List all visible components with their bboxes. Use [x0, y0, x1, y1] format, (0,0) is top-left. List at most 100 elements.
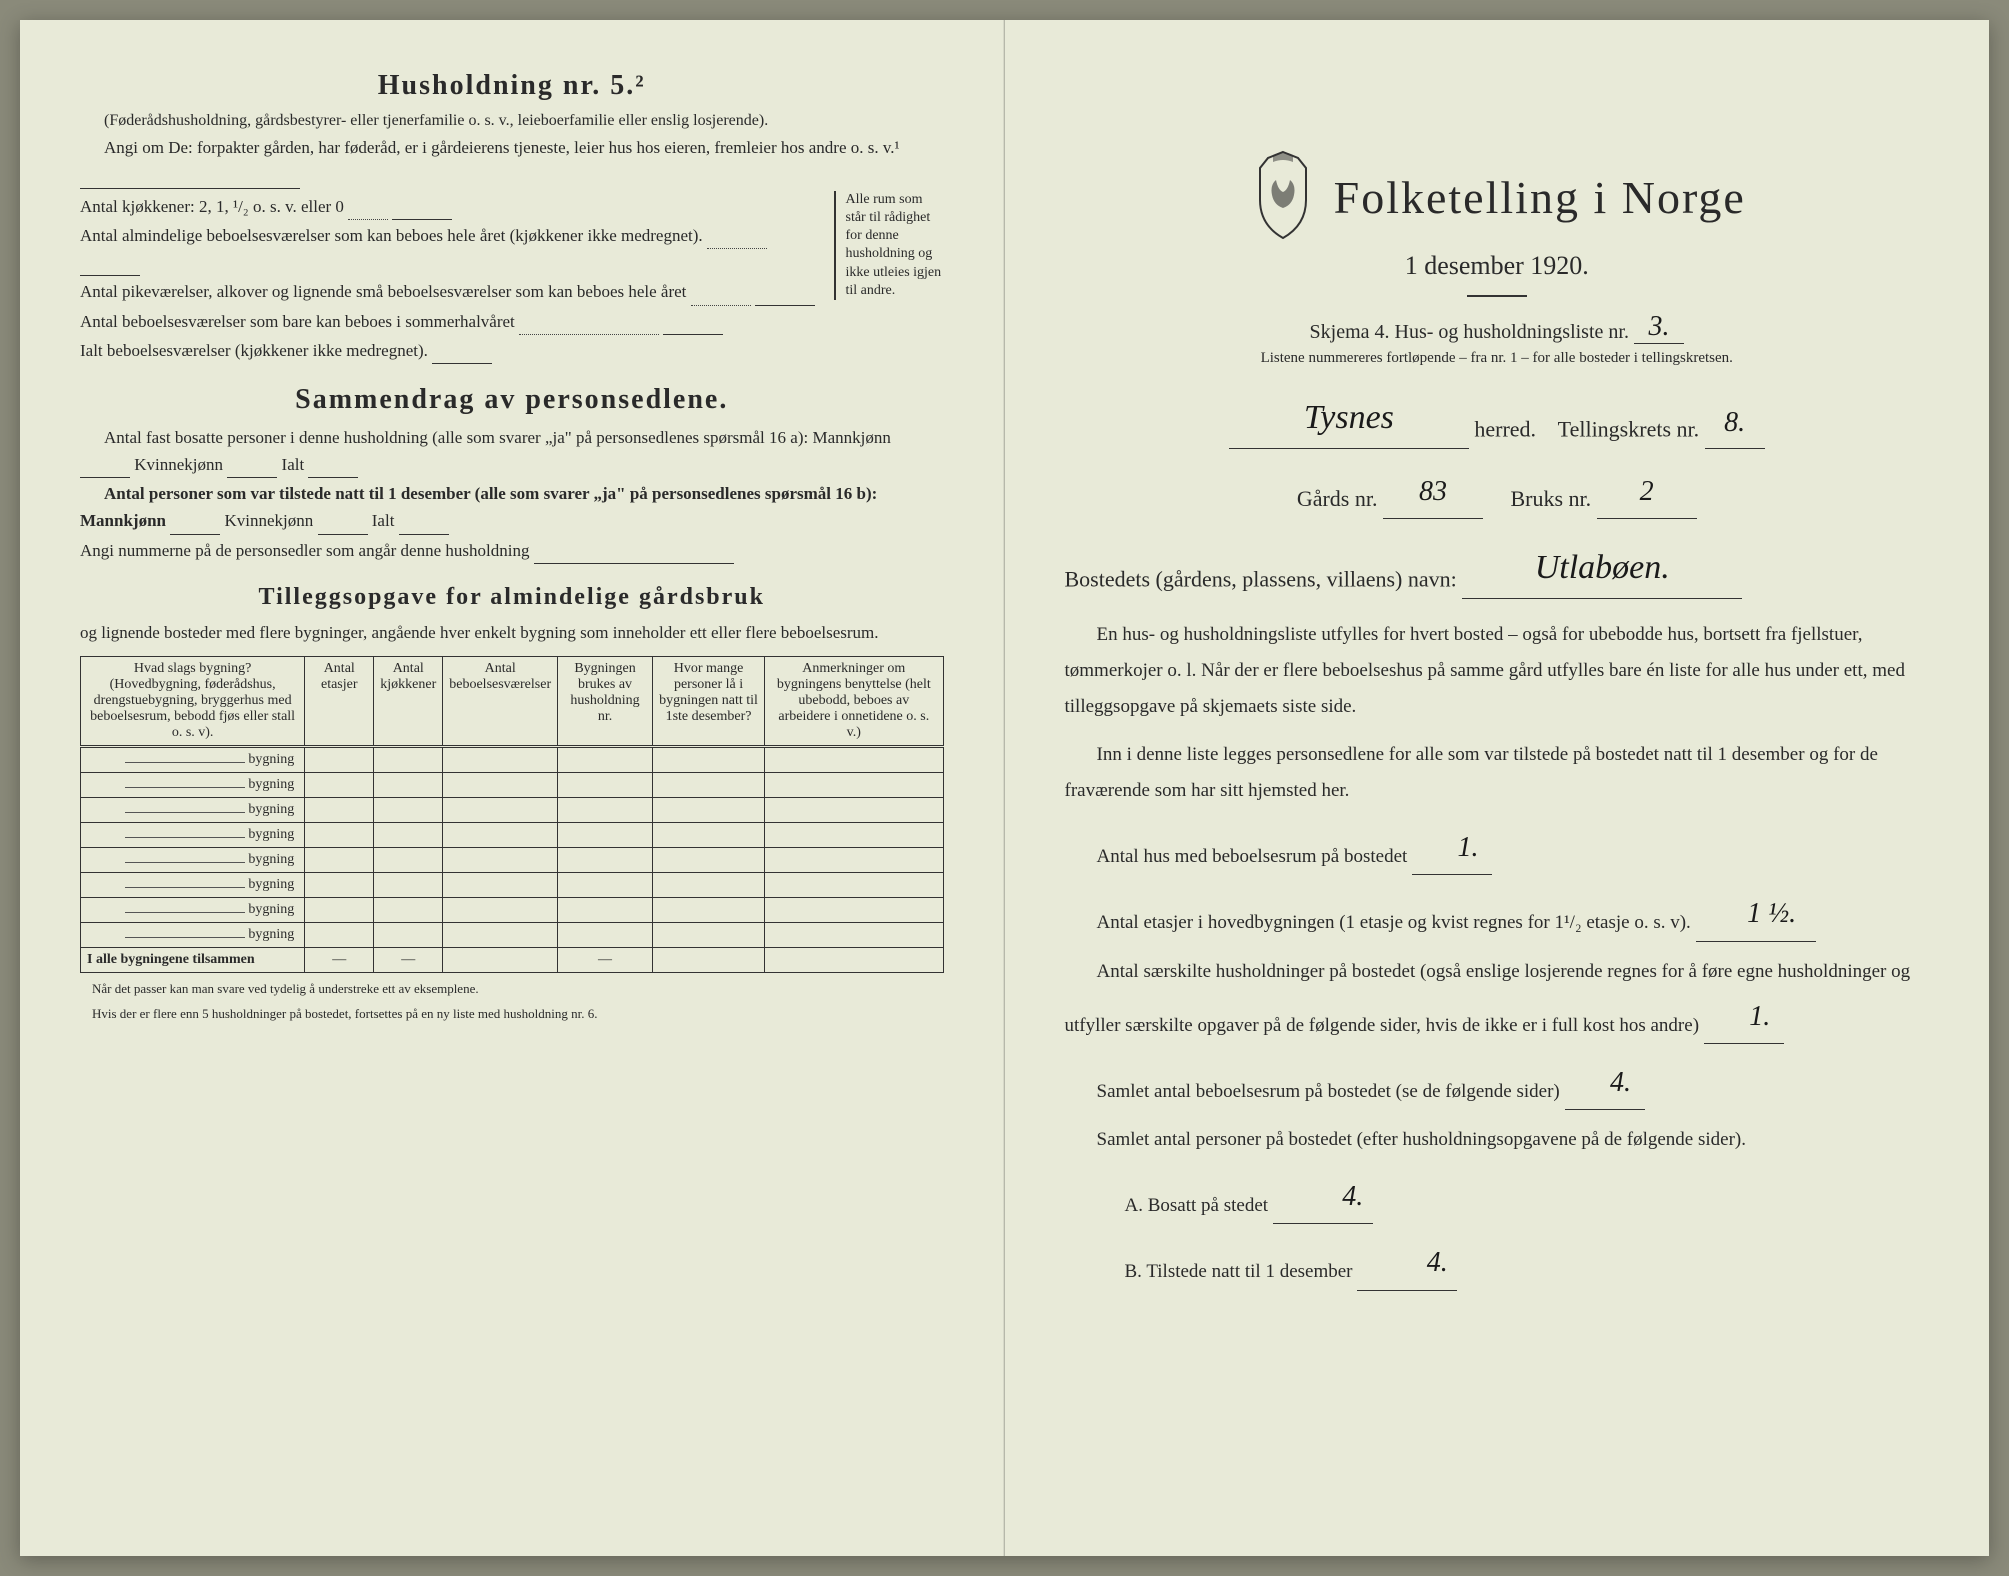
right-header: Folketelling i Norge 1 desember 1920. Sk… [1065, 150, 1930, 367]
summary-1-k [227, 477, 277, 478]
table-cell [558, 923, 653, 948]
q3-value: 1. [1704, 990, 1784, 1044]
table-cell [652, 898, 764, 923]
rooms-block: Antal kjøkkener: 2, 1, ¹/₂ o. s. v. elle… [80, 191, 944, 366]
table-cell [558, 848, 653, 873]
bruks-value: 2 [1597, 467, 1697, 518]
q2-label: Antal etasjer i hovedbygningen (1 etasje… [1097, 913, 1691, 934]
q5: Samlet antal personer på bostedet (efter… [1065, 1122, 1930, 1158]
table-cell [652, 823, 764, 848]
table-cell [765, 823, 943, 848]
table-cell [443, 898, 558, 923]
bygning-cell: bygning [81, 823, 305, 848]
table-header-row: Hvad slags bygning? (Hovedbygning, føder… [81, 657, 944, 747]
q4: Samlet antal beboelsesrum på bostedet (s… [1065, 1056, 1930, 1110]
tillegg-heading: Tilleggsopgave for almindelige gårdsbruk [80, 584, 944, 611]
brace-note: Alle rum som står til rådighet for denne… [834, 191, 944, 300]
rooms-3: Antal beboelsesværelser som bare kan beb… [80, 308, 824, 335]
summary-1-i [308, 477, 358, 478]
rooms-2-dots [691, 305, 751, 306]
table-cell [558, 747, 653, 773]
buildings-table: Hvad slags bygning? (Hovedbygning, føder… [80, 656, 944, 973]
q5b-label: B. Tilstede natt til 1 desember [1125, 1261, 1353, 1282]
document-spread: Husholdning nr. 5.² (Føderådshusholdning… [20, 20, 1989, 1556]
rooms-3-blank [663, 334, 723, 335]
table-cell [374, 798, 443, 823]
q1-label: Antal hus med beboelsesrum på bostedet [1097, 846, 1408, 867]
ialt-label-2: Ialt [372, 511, 395, 530]
table-cell [652, 747, 764, 773]
bygning-cell: bygning [81, 848, 305, 873]
summary-2-text: Antal personer som var tilstede natt til… [80, 484, 877, 530]
table-cell [443, 848, 558, 873]
table-cell [443, 773, 558, 798]
q3: Antal særskilte husholdninger på bostede… [1065, 954, 1930, 1044]
summary-1-text: Antal fast bosatte personer i denne hush… [104, 428, 891, 447]
household-note: (Føderådshusholdning, gårdsbestyrer- ell… [80, 110, 944, 132]
th-2: Antal kjøkkener [374, 657, 443, 747]
table-cell [558, 823, 653, 848]
bygning-cell: bygning [81, 773, 305, 798]
summary-2-k [318, 534, 368, 535]
gards-row: Gårds nr. 83 Bruks nr. 2 [1065, 467, 1930, 518]
th-0: Hvad slags bygning? (Hovedbygning, føder… [81, 657, 305, 747]
total-cell [765, 948, 943, 973]
rooms-1: Antal almindelige beboelsesværelser som … [80, 222, 824, 276]
total-cell [652, 948, 764, 973]
kitchens-blank [392, 219, 452, 220]
kvinne-label-2: Kvinnekjønn [224, 511, 313, 530]
table-cell [374, 898, 443, 923]
table-row: bygning [81, 923, 944, 948]
rooms-total: Ialt beboelsesværelser (kjøkkener ikke m… [80, 337, 824, 364]
herred-label: herred. [1474, 417, 1536, 442]
skjema-label: Skjema 4. Hus- og husholdningsliste nr. [1310, 321, 1629, 343]
kitchens-dots [348, 219, 388, 220]
table-cell [765, 923, 943, 948]
table-cell [374, 823, 443, 848]
table-row: bygning [81, 747, 944, 773]
rooms-2-text: Antal pikeværelser, alkover og lignende … [80, 282, 686, 301]
coat-of-arms-icon [1248, 150, 1318, 245]
total-cell: — [374, 948, 443, 973]
table-cell [652, 773, 764, 798]
table-cell [558, 798, 653, 823]
table-cell [765, 747, 943, 773]
bosted-row: Bostedets (gårdens, plassens, villaens) … [1065, 537, 1930, 599]
rooms-total-text: Ialt beboelsesværelser (kjøkkener ikke m… [80, 341, 428, 360]
gards-label: Gårds nr. [1297, 486, 1378, 511]
rooms-2: Antal pikeværelser, alkover og lignende … [80, 278, 824, 305]
table-cell [305, 898, 374, 923]
kitchens-label: Antal kjøkkener: 2, 1, ¹/₂ o. s. v. elle… [80, 197, 344, 216]
angi-om-blank [80, 188, 300, 189]
th-4: Bygningen brukes av husholdning nr. [558, 657, 653, 747]
bygning-cell: bygning [81, 923, 305, 948]
total-cell: — [558, 948, 653, 973]
table-cell [443, 873, 558, 898]
rooms-3-text: Antal beboelsesværelser som bare kan beb… [80, 312, 515, 331]
table-cell [305, 747, 374, 773]
table-cell [443, 923, 558, 948]
ialt-label-1: Ialt [282, 455, 305, 474]
q5a: A. Bosatt på stedet 4. [1065, 1170, 1930, 1224]
summary-heading: Sammendrag av personsedlene. [80, 384, 944, 416]
table-cell [305, 873, 374, 898]
table-cell [652, 848, 764, 873]
th-5: Hvor mange personer lå i bygningen natt … [652, 657, 764, 747]
rooms-1-dots [707, 248, 767, 249]
total-cell: — [305, 948, 374, 973]
summary-1: Antal fast bosatte personer i denne hush… [80, 424, 944, 478]
rooms-3-dots [519, 334, 659, 335]
summary-2-m [170, 534, 220, 535]
kvinne-label-1: Kvinnekjønn [134, 455, 223, 474]
total-label: I alle bygningene tilsammen [81, 948, 305, 973]
table-cell [305, 823, 374, 848]
table-cell [374, 773, 443, 798]
main-title: Folketelling i Norge [1334, 171, 1746, 224]
tellingskrets-value: 8. [1705, 398, 1765, 449]
table-cell [765, 873, 943, 898]
table-cell [765, 848, 943, 873]
table-cell [374, 848, 443, 873]
table-cell [652, 873, 764, 898]
table-cell [443, 747, 558, 773]
th-1: Antal etasjer [305, 657, 374, 747]
